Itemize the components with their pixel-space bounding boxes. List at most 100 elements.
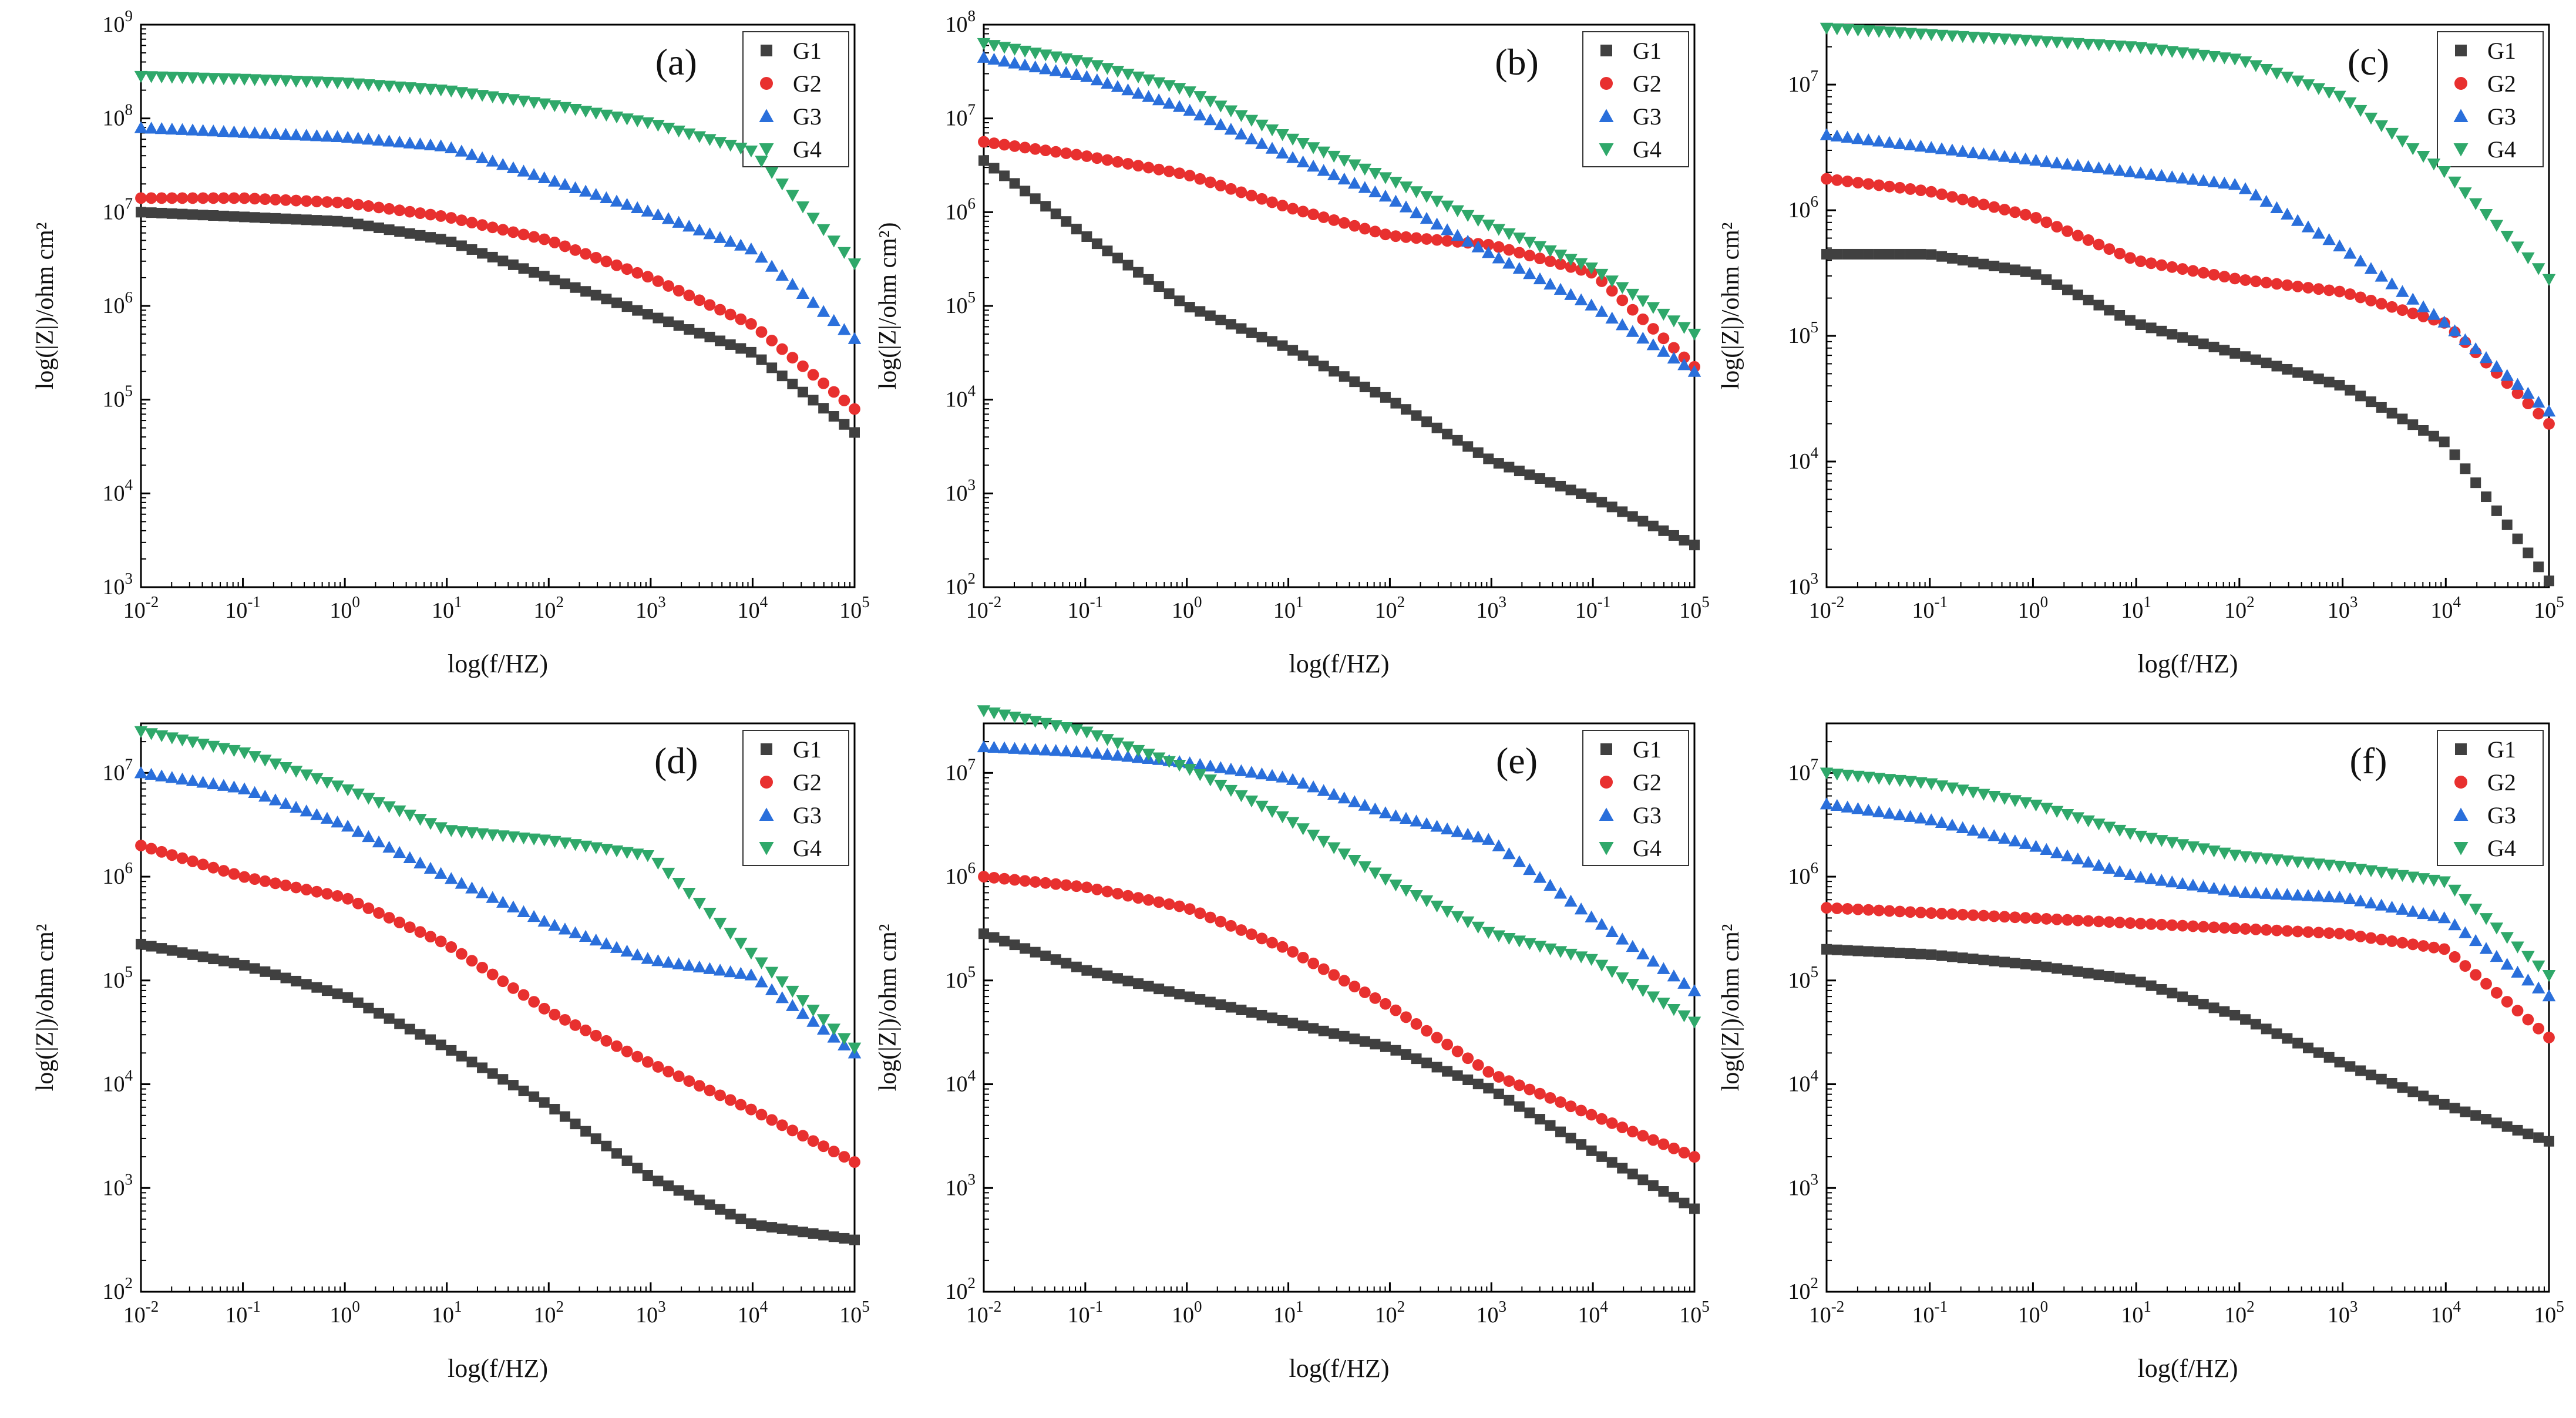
data-point: [362, 793, 375, 805]
data-point: [507, 259, 519, 270]
data-point: [1957, 255, 1968, 266]
data-point: [2396, 902, 2409, 915]
data-point: [1841, 769, 1854, 782]
data-point: [1605, 966, 1619, 978]
data-point: [487, 1068, 498, 1079]
data-point: [486, 829, 499, 841]
data-point: [641, 271, 654, 283]
data-point: [2449, 951, 2461, 963]
data-point: [1358, 986, 1371, 998]
data-point: [1841, 902, 1854, 915]
data-point: [280, 213, 291, 224]
data-point: [714, 1089, 726, 1102]
data-point: [1400, 404, 1411, 415]
x-tick-label: 10-1: [1575, 593, 1611, 623]
data-point: [1657, 308, 1670, 321]
data-point: [1308, 355, 1319, 366]
data-point: [1121, 750, 1135, 762]
data-point: [2207, 175, 2221, 188]
data-point: [1411, 1053, 1422, 1065]
data-point: [1658, 1186, 1669, 1197]
data-point: [136, 207, 146, 218]
data-point: [1215, 999, 1226, 1011]
y-tick-label: 104: [1788, 444, 1819, 474]
data-point: [1647, 1134, 1659, 1146]
data-point: [2522, 1013, 2534, 1026]
data-point: [1060, 722, 1073, 735]
data-point: [1884, 180, 1895, 193]
data-point: [848, 258, 862, 271]
data-point: [2459, 333, 2472, 345]
data-point: [661, 212, 675, 224]
data-point: [1999, 956, 2010, 968]
data-point: [776, 371, 788, 382]
data-point: [1203, 96, 1218, 108]
data-point: [735, 1213, 746, 1224]
data-point: [1936, 950, 1948, 961]
panel-label: (c): [2348, 41, 2389, 83]
data-point: [987, 707, 1001, 720]
series-g4: [134, 726, 862, 1055]
data-point: [1390, 230, 1402, 242]
data-point: [2533, 407, 2545, 420]
data-point: [1553, 887, 1568, 899]
data-point: [466, 1056, 477, 1067]
data-point: [165, 771, 179, 783]
data-point: [1111, 80, 1125, 92]
data-point: [165, 732, 179, 745]
data-point: [341, 78, 355, 90]
data-point: [456, 240, 467, 251]
data-point: [1255, 137, 1269, 149]
data-point: [1842, 945, 1853, 956]
series-g3: [1820, 797, 2556, 1002]
data-point: [1553, 250, 1568, 262]
data-point: [1925, 778, 1938, 790]
series-g2: [978, 136, 1700, 373]
data-point: [2397, 413, 2408, 425]
series-g4: [1820, 767, 2556, 982]
data-point: [1225, 183, 1237, 195]
data-point: [2019, 152, 2032, 164]
data-point: [2439, 436, 2450, 447]
data-point: [1440, 822, 1454, 834]
data-point: [818, 377, 830, 389]
chart-panel-c: 10-2 10-1 100 101 102 103 104 10510310410510610…: [1717, 22, 2564, 678]
data-point: [1679, 1197, 1690, 1208]
data-point: [1451, 205, 1464, 217]
data-point: [2385, 901, 2399, 913]
data-point: [1255, 767, 1269, 780]
data-point: [403, 206, 416, 218]
data-point: [2312, 83, 2326, 95]
data-point: [1997, 150, 2012, 162]
data-point: [2449, 1103, 2460, 1114]
data-point: [1545, 477, 1556, 488]
data-point: [1627, 511, 1638, 522]
data-point: [1451, 1045, 1464, 1057]
data-point: [2155, 918, 2168, 931]
data-point: [331, 815, 344, 828]
data-point: [703, 908, 717, 920]
data-point: [1565, 1100, 1577, 1113]
data-point: [2134, 255, 2147, 267]
data-point: [611, 259, 623, 271]
data-point: [2544, 575, 2554, 587]
data-point: [1841, 800, 1854, 813]
data-point: [2533, 1132, 2544, 1143]
data-point: [797, 386, 808, 398]
data-point: [2165, 170, 2179, 183]
data-point: [342, 992, 354, 1003]
data-point: [828, 411, 839, 422]
data-point: [2240, 1014, 2251, 1025]
data-point: [1400, 1011, 1412, 1023]
data-point: [1337, 172, 1351, 185]
data-point: [2218, 52, 2231, 65]
data-point: [425, 208, 436, 221]
data-point: [2050, 156, 2064, 169]
data-point: [1462, 441, 1474, 452]
data-point: [1989, 260, 2000, 271]
data-point: [1142, 749, 1155, 761]
data-point: [403, 82, 417, 95]
data-point: [600, 844, 613, 856]
data-point: [1441, 235, 1454, 247]
data-point: [435, 210, 447, 222]
